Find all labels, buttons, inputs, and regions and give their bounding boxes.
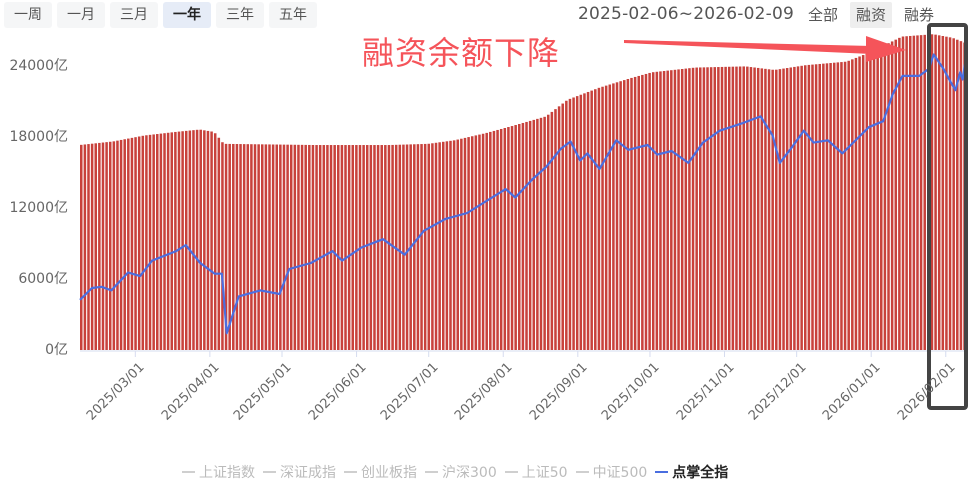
highlight-box (927, 23, 968, 410)
legend-label: 沪深300 (442, 465, 497, 481)
range-tab-5y[interactable]: 五年 (269, 2, 317, 28)
x-axis-ticks (134, 351, 947, 357)
legend-item-szse[interactable]: 深证成指 (263, 462, 336, 482)
legend-line-icon (263, 471, 276, 473)
range-tabs: 一周 一月 三月 一年 三年 五年 (4, 2, 317, 28)
legend-item-dianzhang-index[interactable]: 点掌全指 (655, 462, 728, 482)
date-range-label: 2025-02-06~2026-02-09 (578, 4, 795, 24)
range-tab-1m[interactable]: 一月 (57, 2, 105, 28)
legend-line-icon (655, 471, 669, 473)
legend-item-chinext[interactable]: 创业板指 (344, 462, 417, 482)
legend-label: 创业板指 (361, 465, 417, 481)
y-tick-label: 12000亿 (9, 200, 68, 216)
legend-line-icon (575, 471, 589, 473)
range-tab-1y[interactable]: 一年 (163, 2, 211, 28)
legend-item-csi300[interactable]: 沪深300 (425, 462, 497, 482)
chart-legend: 上证指数 深证成指 创业板指 沪深300 上证50 中证500 点掌全指 (182, 462, 728, 482)
y-tick-label: 6000亿 (18, 271, 68, 287)
legend-item-sse50[interactable]: 上证50 (504, 462, 568, 482)
annotation-text: 融资余额下降 (362, 34, 561, 72)
y-tick-label: 24000亿 (9, 58, 68, 74)
legend-line-icon (182, 471, 195, 473)
legend-label: 点掌全指 (672, 465, 729, 481)
y-tick-label: 0亿 (45, 342, 68, 358)
legend-label: 中证500 (592, 465, 648, 481)
type-tab-all[interactable]: 全部 (808, 6, 839, 24)
legend-line-icon (425, 471, 438, 473)
range-tab-1w[interactable]: 一周 (4, 2, 52, 28)
type-tab-margin-financing[interactable]: 融资 (850, 2, 893, 28)
legend-item-sse[interactable]: 上证指数 (182, 462, 255, 482)
margin-balance-bars (80, 34, 966, 351)
y-tick-label: 18000亿 (9, 129, 68, 145)
type-tab-securities-lending[interactable]: 融券 (904, 6, 935, 24)
legend-label: 上证指数 (199, 465, 255, 481)
legend-label: 上证50 (521, 465, 568, 481)
legend-line-icon (504, 471, 518, 473)
type-tabs: 全部 融资 融券 (802, 2, 940, 28)
legend-line-icon (344, 471, 357, 473)
index-line-series (79, 53, 967, 335)
range-tab-3m[interactable]: 三月 (110, 2, 158, 28)
legend-label: 深证成指 (280, 465, 336, 481)
annotation-arrow-icon (624, 36, 906, 62)
legend-item-csi500[interactable]: 中证500 (575, 462, 648, 482)
range-tab-3y[interactable]: 三年 (216, 2, 264, 28)
